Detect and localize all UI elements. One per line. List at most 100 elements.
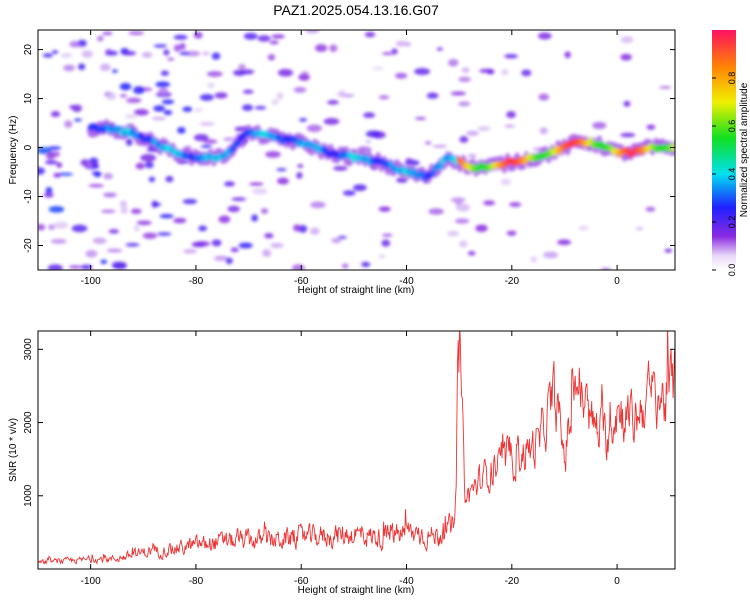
colorbar-tick-label: 0.2 (727, 216, 737, 229)
spectrogram-noise-cell (92, 237, 107, 245)
spectrogram-noise-cell (257, 35, 271, 42)
spectrogram-noise-cell (125, 242, 140, 247)
spectrogram-noise-cell (124, 114, 138, 119)
spectrogram-noise-cell (363, 112, 376, 119)
spectrogram-noise-cell (296, 172, 303, 179)
spectrogram-noise-cell (173, 217, 187, 224)
spectrogram-noise-cell (424, 141, 432, 145)
spectrogram-noise-cell (506, 230, 517, 236)
spectrogram-noise-cell (293, 86, 307, 93)
colorbar-tick-label: 0.6 (727, 120, 737, 133)
spectrogram-noise-cell (100, 209, 116, 214)
spectrogram-noise-cell (73, 118, 82, 122)
spectrogram-noise-cell (455, 203, 471, 212)
spectrogram-noise-cell (38, 147, 52, 155)
colorbar: 0.0 0.2 0.4 0.6 0.8 Normalized spectral ampl… (712, 30, 750, 276)
spectrogram-noise-cell (378, 206, 391, 212)
spectrogram-noise-cell (63, 64, 75, 72)
spectrogram-noise-cell (466, 130, 479, 136)
spectrogram-noise-cell (193, 133, 209, 142)
spectrogram-noise-cell (381, 52, 394, 56)
spectrogram-noise-cell (126, 97, 142, 104)
spectrogram-noise-cell (47, 146, 62, 150)
colorbar-gradient (712, 30, 736, 270)
spectrogram-noise-cell (81, 50, 93, 58)
spectrogram-noise-cell (105, 92, 117, 101)
spectrogram-noise-cell (483, 200, 496, 206)
spectrogram-noise-cell (475, 224, 488, 232)
spectrogram-noise-cell (135, 162, 145, 170)
spectrogram-noise-cell (564, 51, 571, 59)
spectrogram-noise-cell (260, 208, 269, 214)
spectrogram-noise-cell (69, 41, 81, 48)
spectrogram-noise-cell (243, 32, 258, 40)
spectrogram-noise-cell (277, 177, 289, 185)
spectrogram-noise-cell (309, 227, 320, 235)
spectrogram-noise-cell (242, 104, 254, 111)
spectrogram-noise-cell (291, 264, 306, 270)
spectrogram-noise-cell (179, 51, 190, 56)
spectrogram-noise-cell (646, 124, 656, 130)
spectrogram-noise-cell (182, 198, 198, 205)
spectrogram-noise-cell (501, 69, 509, 76)
spectrogram-noise-cell (396, 177, 408, 184)
spectrogram-noise-cell (206, 70, 223, 78)
spectrogram-xtick-label: -40 (399, 276, 414, 287)
spectrogram-noise-cell (198, 225, 208, 232)
snr-ticks: -100 -80 -60 -40 -20 0 1000 2000 3000 (23, 331, 675, 587)
spectrogram-noise-cell (42, 53, 53, 58)
spectrogram-noise-cell (381, 239, 391, 247)
spectrogram-noise-cell (121, 50, 137, 56)
spectrogram-noise-cell (506, 110, 516, 119)
spectrogram-noise-cell (231, 197, 247, 202)
spectrogram-noise-cell (71, 224, 88, 233)
spectrogram-noise-cell (103, 172, 114, 180)
snr-xtick-label: -20 (505, 576, 520, 587)
spectrogram-ridge-cell (438, 162, 444, 170)
spectrogram-noise-cell (238, 64, 246, 70)
spectrogram-noise-cell (77, 63, 86, 71)
spectrogram-noise-cell (592, 121, 607, 130)
spectrogram-xtick-label: -100 (81, 276, 101, 287)
spectrogram-noise-cell (353, 184, 367, 192)
spectrogram-noise-cell (68, 265, 82, 269)
spectrogram-noise-cell (486, 68, 495, 75)
spectrogram-noise-cell (305, 30, 320, 34)
spectrogram-noise-cell (458, 76, 471, 83)
spectrogram-noise-cell (38, 167, 46, 175)
spectrogram-noise-cell (163, 49, 170, 56)
spectrogram-noise-cell (276, 168, 287, 172)
spectrogram-noise-cell (337, 235, 348, 239)
spectrogram-noise-cell (214, 92, 228, 99)
spectrogram-noise-cell (158, 87, 169, 96)
spectrogram-noise-cell (620, 132, 636, 138)
spectrogram-noise-cell (428, 208, 444, 215)
colorbar-tick-label: 0.8 (727, 72, 737, 85)
colorbar-tick-label: 0.4 (727, 168, 737, 181)
spectrogram-noise-cell (142, 232, 158, 239)
spectrogram-noise-cell (394, 72, 408, 79)
spectrogram-noise-cell (543, 251, 559, 259)
snr-ytick-label: 3000 (23, 338, 34, 361)
spectrogram-noise-cell (620, 53, 632, 61)
spectrogram-noise-cell (148, 176, 156, 183)
spectrogram-noise-cell (133, 109, 149, 116)
spectrogram-noise-cell (314, 44, 328, 52)
spectrogram-noise-cell (658, 85, 672, 90)
spectrogram-noise-cell (338, 90, 346, 98)
spectrogram-noise-cell (177, 127, 186, 134)
spectrogram-noise-cell (468, 153, 477, 158)
spectrogram-noise-cell (128, 30, 145, 36)
snr-xtick-label: -60 (294, 576, 309, 587)
spectrogram-noise-cell (173, 44, 181, 52)
spectrogram-noise-cell (450, 91, 467, 96)
spectrogram-noise-cell (298, 73, 310, 81)
spectrogram-noise-cell (99, 63, 111, 72)
spectrogram-noise-cell (140, 153, 157, 162)
spectrogram-noise-cell (199, 121, 215, 127)
spectrogram-noise-cell (539, 127, 548, 135)
spectrogram-noise-cell (47, 264, 63, 270)
spectrogram-noise-cell (56, 162, 63, 168)
spectrogram-noise-cell (297, 164, 304, 168)
spectrogram-noise-cell (477, 126, 491, 132)
